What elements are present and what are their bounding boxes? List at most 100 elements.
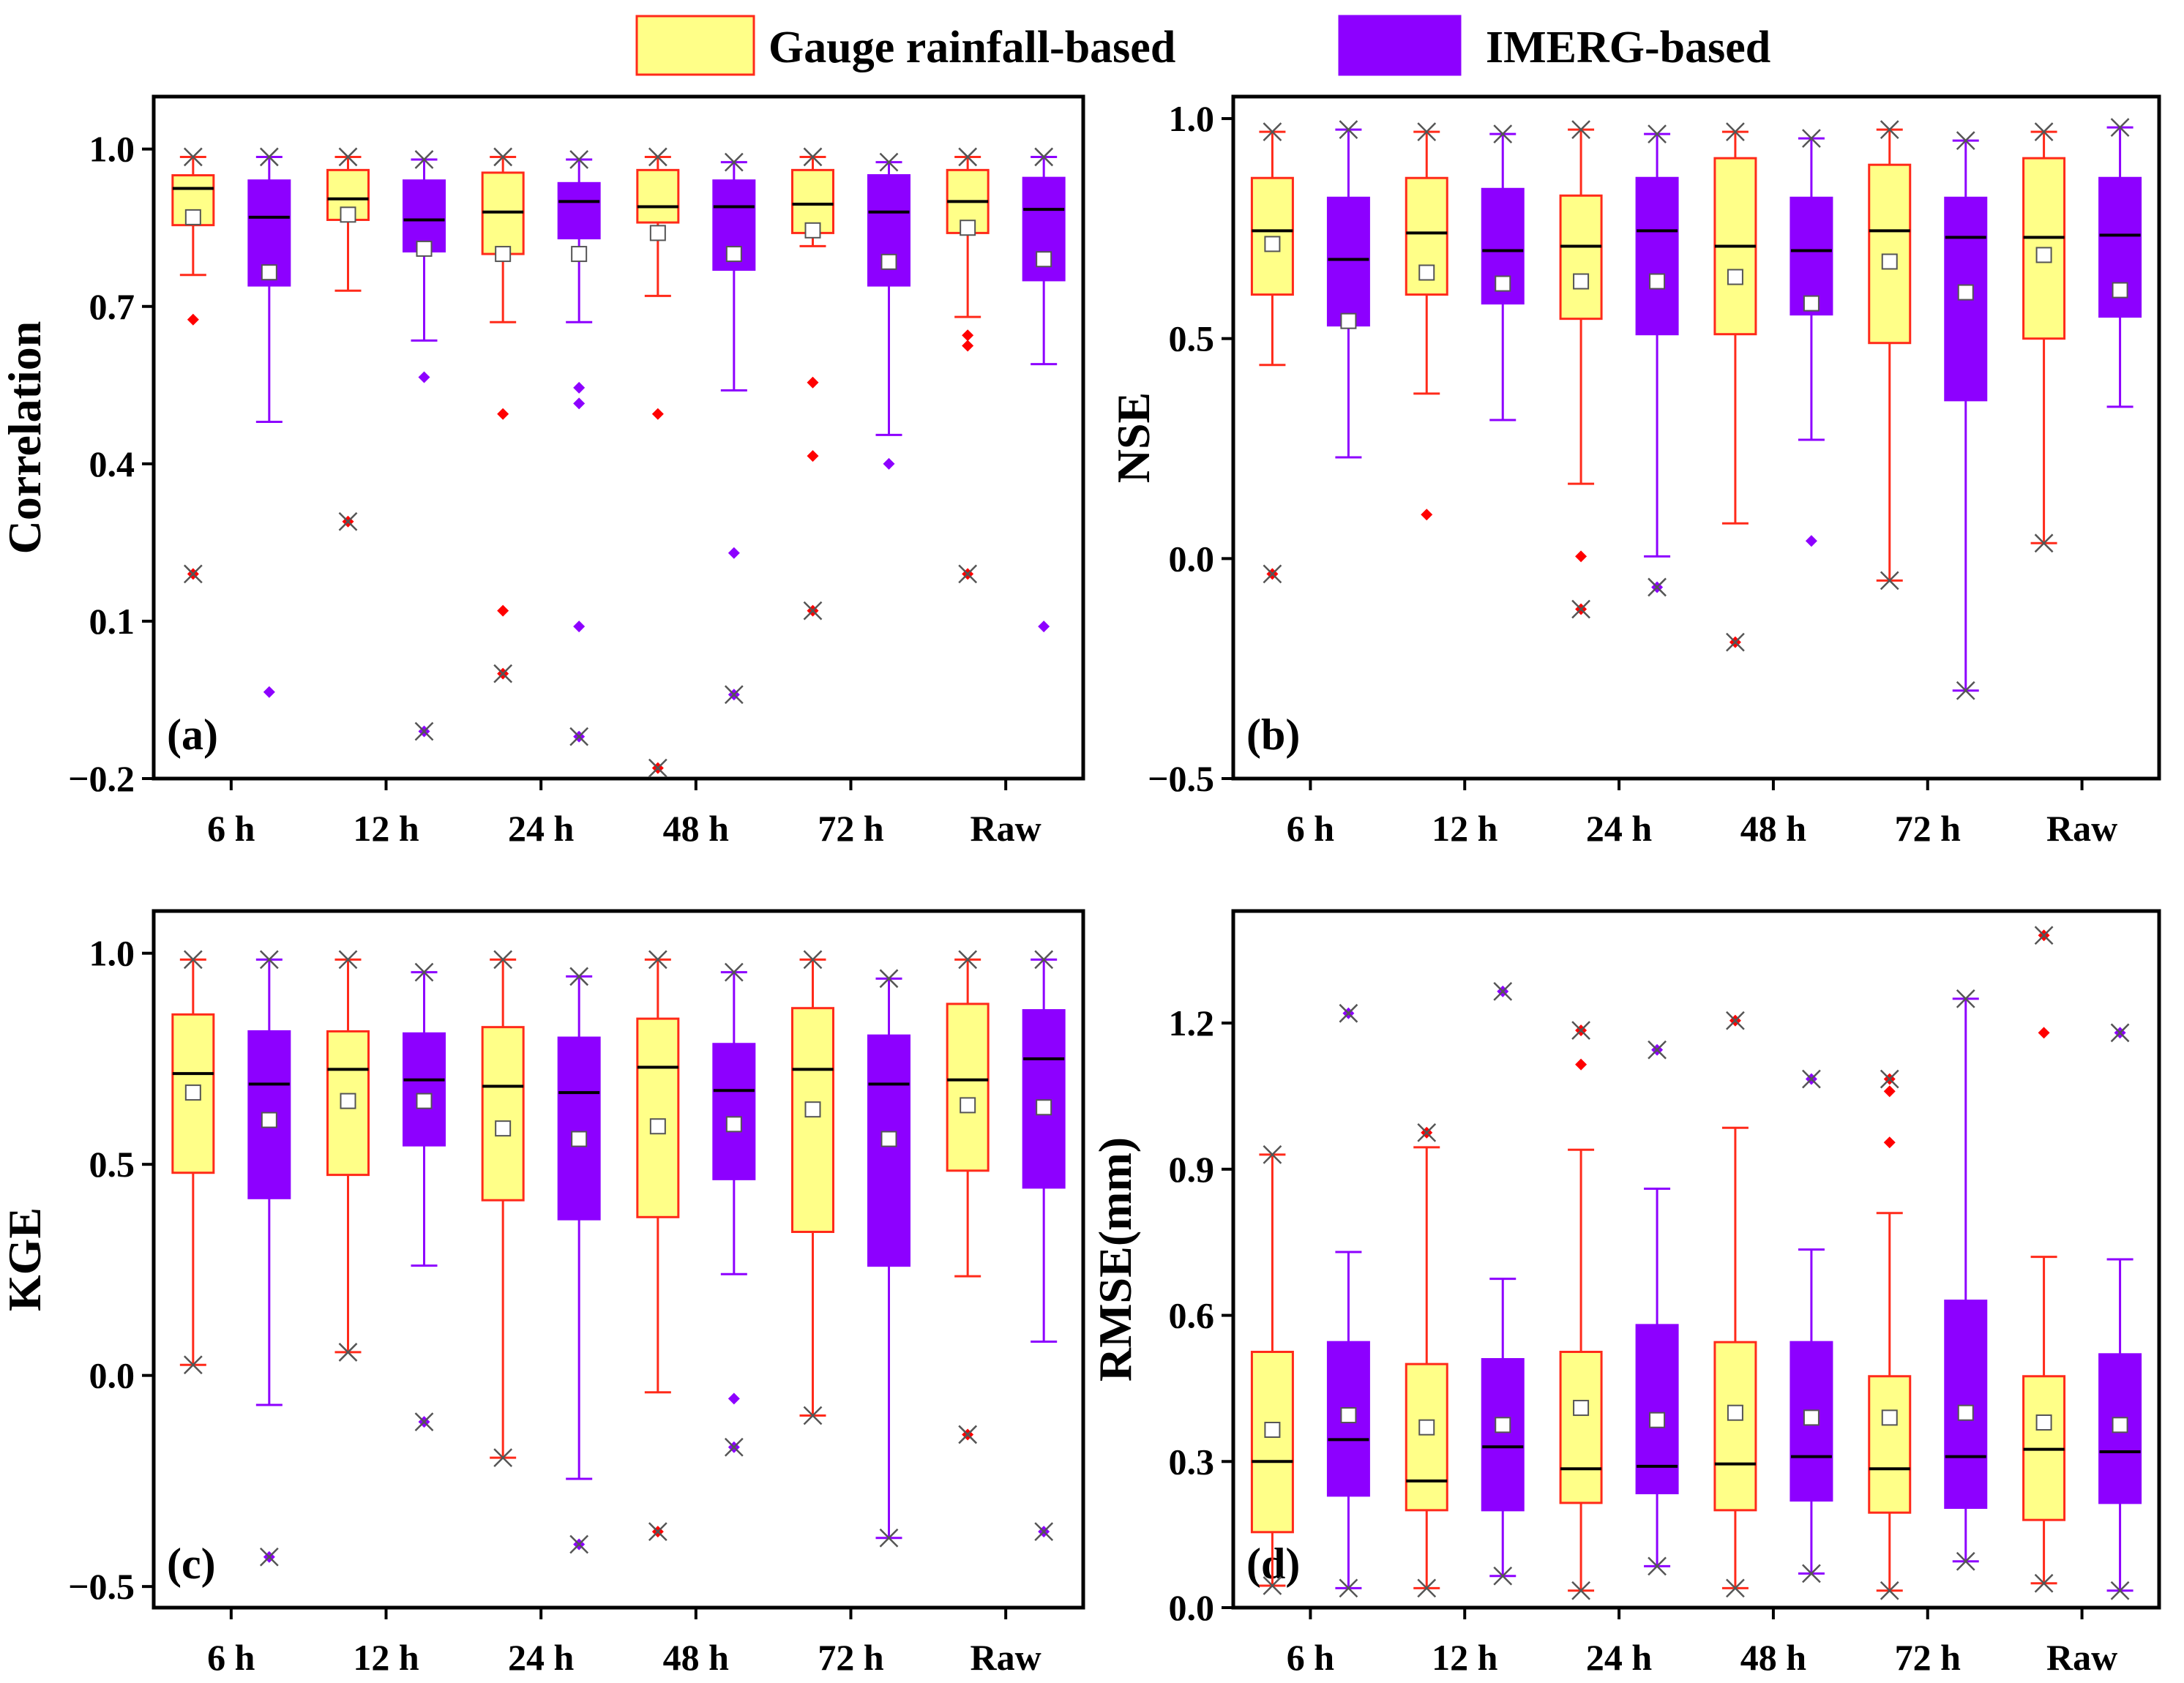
mean-marker (1340, 1407, 1357, 1424)
extreme-marker (958, 564, 978, 584)
box-imerg-24h (557, 150, 601, 746)
box-gauge-48h (1713, 1011, 1757, 1598)
extreme-marker (1648, 1556, 1667, 1576)
mean-marker (340, 1092, 356, 1109)
box-imerg-Raw (2098, 1023, 2142, 1600)
mean-marker (1340, 312, 1357, 329)
x-tick-label: 72 h (1895, 808, 1962, 849)
outlier-point (807, 450, 819, 462)
mean-marker (416, 1092, 433, 1109)
extreme-marker (1802, 1564, 1821, 1583)
panel-label: (b) (1246, 711, 1300, 759)
mean-marker (1649, 273, 1666, 290)
outlier-point (263, 686, 275, 698)
y-tick-label: 1.0 (89, 129, 135, 170)
extreme-marker (1417, 1123, 1437, 1142)
extreme-marker (803, 147, 823, 167)
box-gauge-6h (1250, 122, 1294, 584)
x-tick-label: 48 h (663, 808, 730, 849)
extreme-marker (1726, 632, 1745, 652)
extreme-marker (493, 950, 513, 970)
legend-swatch-gauge (635, 15, 755, 76)
mean-marker (1264, 1422, 1281, 1439)
extreme-marker (259, 1547, 279, 1567)
extreme-marker (569, 1534, 589, 1554)
x-tick-label: Raw (2046, 808, 2117, 849)
mean-marker (1803, 1409, 1820, 1426)
mean-marker (1573, 273, 1590, 290)
extreme-marker (1339, 1578, 1358, 1598)
x-tick-label: 24 h (508, 808, 575, 849)
mean-marker (1036, 251, 1052, 268)
x-tick-label: 48 h (663, 1637, 730, 1678)
x-tick-label: 72 h (818, 808, 884, 849)
mean-marker (1264, 236, 1281, 252)
extreme-marker (1648, 1040, 1667, 1060)
x-tick-label: 12 h (353, 808, 419, 849)
extreme-marker (183, 1355, 203, 1375)
extreme-marker (1802, 1069, 1821, 1089)
y-axis-label: KGE (0, 1207, 51, 1311)
extreme-marker (2110, 118, 2130, 137)
extreme-marker (183, 147, 203, 167)
mean-marker (649, 1118, 666, 1135)
outlier-point (728, 547, 740, 559)
x-tick-label: 12 h (1432, 808, 1498, 849)
iqr-box (557, 1036, 601, 1221)
outlier-point (573, 621, 586, 633)
outlier-point (962, 329, 974, 342)
mean-marker (2035, 1414, 2052, 1431)
outlier-point (187, 313, 199, 326)
iqr-box (1635, 1324, 1679, 1495)
box-imerg-48h (712, 152, 756, 705)
box-imerg-12h (403, 962, 446, 1432)
extreme-marker (1880, 1581, 1899, 1600)
extreme-marker (1648, 577, 1667, 597)
y-tick-label: 1.0 (89, 933, 135, 974)
mean-marker (1727, 1404, 1743, 1421)
box-gauge-6h (1250, 1144, 1294, 1595)
mean-marker (1649, 1412, 1666, 1428)
extreme-marker (2034, 533, 2054, 553)
mean-marker (416, 240, 433, 257)
box-imerg-72h (867, 152, 910, 470)
iqr-box (1326, 196, 1370, 327)
extreme-marker (569, 150, 589, 169)
y-tick-label: 0.1 (89, 601, 135, 642)
panel-b: −0.5 0.0 0.5 1.0 6 h 12 h 24 h 48 h 72 h Raw NSE (b… (1107, 94, 2161, 849)
box-imerg-12h (403, 150, 446, 741)
extreme-marker (1571, 1021, 1590, 1040)
extreme-marker (1263, 122, 1282, 141)
extreme-marker (1726, 1011, 1745, 1030)
x-tick-label: 6 h (207, 1637, 255, 1678)
extreme-marker (1417, 122, 1437, 141)
outlier-point (807, 376, 819, 389)
x-tick-label: 6 h (207, 808, 255, 849)
outlier-point (497, 408, 509, 420)
iqr-box (1635, 176, 1679, 336)
iqr-box (1405, 1362, 1448, 1512)
extreme-marker (1726, 1578, 1745, 1598)
iqr-box (557, 181, 601, 240)
extreme-marker (724, 685, 744, 705)
mean-marker (725, 246, 742, 263)
box-imerg-24h (1635, 1040, 1679, 1576)
outlier-point (1883, 1085, 1896, 1098)
box-gauge-Raw (2022, 926, 2066, 1593)
box-imerg-12h (1481, 981, 1525, 1586)
box-imerg-72h (867, 969, 910, 1548)
iqr-box (1559, 1350, 1603, 1504)
box-imerg-72h (1944, 131, 1988, 700)
extreme-marker (414, 150, 434, 169)
x-tick-label: 72 h (818, 1637, 884, 1678)
iqr-box (712, 1043, 756, 1180)
box-imerg-Raw (1022, 147, 1066, 633)
y-tick-label: 0.6 (1169, 1295, 1215, 1336)
extreme-marker (1880, 120, 1899, 139)
extreme-marker (724, 152, 744, 172)
box-imerg-Raw (2098, 118, 2142, 408)
x-tick-label: 6 h (1287, 1637, 1335, 1678)
mean-marker (571, 246, 588, 263)
box-imerg-6h (1326, 120, 1370, 459)
x-tick-label: 48 h (1740, 808, 1807, 849)
